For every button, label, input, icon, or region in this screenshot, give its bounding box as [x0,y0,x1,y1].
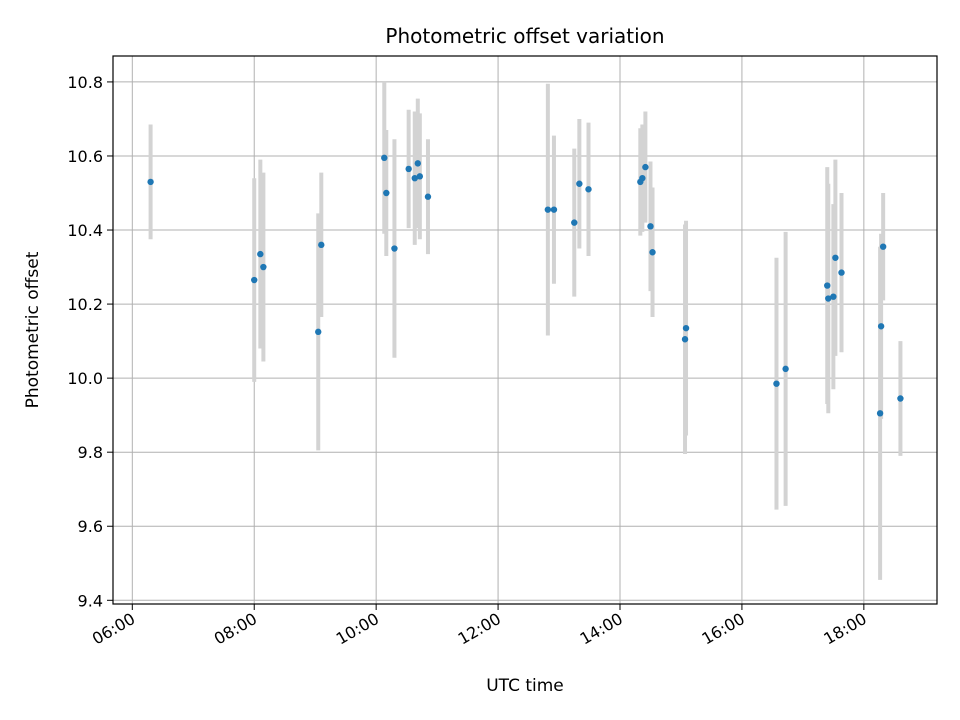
data-point [315,328,322,336]
data-point [576,180,583,187]
data-point [681,336,689,343]
data-point [838,269,845,276]
data-point [424,193,432,200]
plot-frame [112,55,938,605]
data-point [639,174,646,182]
y-tick-label: 10.8 [67,73,103,92]
data-point [897,395,904,402]
data-point [147,178,154,186]
data-point [550,206,558,213]
y-tick-label: 10.4 [67,221,103,240]
data-point [647,223,654,230]
data-point [405,165,412,173]
data-point [260,263,267,271]
data-point [414,160,422,167]
data-point [773,380,780,387]
data-point [544,206,552,213]
data-point [682,324,690,332]
data-point [832,254,839,261]
data-point [381,154,388,162]
data-points [147,154,904,417]
y-tick-label: 9.4 [78,591,103,610]
data-point [585,186,592,193]
data-point [824,282,831,289]
data-point [825,295,832,302]
y-tick-label: 10.6 [67,147,103,166]
data-point [383,189,390,197]
data-point [411,174,418,182]
data-point [318,241,325,249]
data-point [879,243,887,250]
y-axis-ticks: 9.4 9.6 9.8 10.0 10.2 10.4 10.6 10.8 [67,73,113,610]
x-axis-label: UTC time [486,676,564,696]
data-point [642,163,649,171]
data-point [416,173,424,180]
data-point [876,410,884,417]
data-point [251,276,258,284]
y-tick-label: 9.8 [78,443,103,462]
y-tick-label: 9.6 [78,517,103,536]
data-point [782,365,789,373]
data-point [649,249,656,256]
chart-title: Photometric offset variation [385,24,664,48]
data-point [257,250,264,258]
data-point [571,219,578,226]
data-point [877,323,885,330]
data-point [391,245,398,252]
y-tick-label: 10.2 [67,295,103,314]
y-tick-label: 10.0 [67,369,103,388]
data-point [830,293,837,300]
grid [113,56,937,604]
y-axis-label: Photometric offset [23,251,43,408]
